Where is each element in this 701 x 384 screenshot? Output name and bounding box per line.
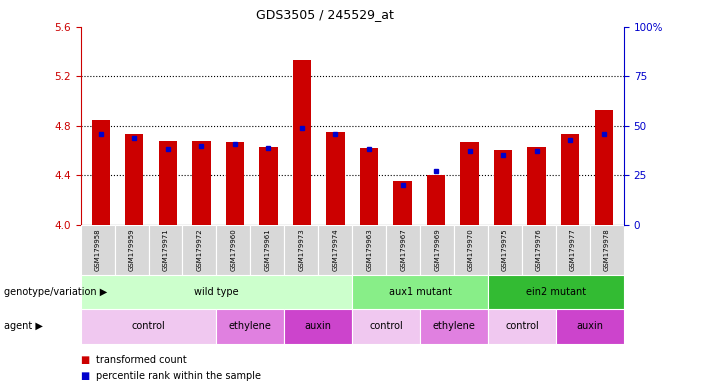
Text: auxin: auxin	[576, 321, 604, 331]
Text: GSM179958: GSM179958	[95, 228, 100, 271]
Bar	[182, 225, 217, 275]
Bar	[556, 309, 624, 344]
Bar	[494, 151, 512, 225]
Bar	[226, 142, 244, 225]
Bar	[420, 225, 454, 275]
Text: GSM179967: GSM179967	[400, 228, 406, 271]
Bar	[353, 225, 386, 275]
Bar	[488, 309, 556, 344]
Text: GSM179976: GSM179976	[536, 228, 542, 271]
Text: ■: ■	[81, 371, 93, 381]
Bar	[353, 275, 488, 309]
Text: genotype/variation ▶: genotype/variation ▶	[4, 287, 107, 297]
Text: agent ▶: agent ▶	[4, 321, 42, 331]
Text: GSM179974: GSM179974	[332, 228, 339, 271]
Text: transformed count: transformed count	[96, 355, 186, 365]
Text: control: control	[505, 321, 539, 331]
Bar	[125, 134, 144, 225]
Bar	[454, 225, 488, 275]
Text: control: control	[369, 321, 403, 331]
Text: ethylene: ethylene	[229, 321, 272, 331]
Bar	[420, 309, 488, 344]
Bar	[561, 134, 580, 225]
Bar	[293, 60, 311, 225]
Bar	[386, 225, 420, 275]
Bar	[259, 147, 278, 225]
Text: GDS3505 / 245529_at: GDS3505 / 245529_at	[256, 8, 394, 21]
Text: GSM179960: GSM179960	[231, 228, 236, 271]
Bar	[81, 275, 353, 309]
Bar	[149, 225, 182, 275]
Text: GSM179970: GSM179970	[468, 228, 474, 271]
Bar	[360, 148, 379, 225]
Bar	[326, 132, 345, 225]
Text: GSM179973: GSM179973	[299, 228, 304, 271]
Text: GSM179978: GSM179978	[604, 228, 610, 271]
Bar	[192, 141, 210, 225]
Bar	[594, 110, 613, 225]
Bar	[590, 225, 624, 275]
Bar	[158, 141, 177, 225]
Text: aux1 mutant: aux1 mutant	[388, 287, 451, 297]
Bar	[114, 225, 149, 275]
Bar	[81, 225, 114, 275]
Bar	[285, 225, 318, 275]
Text: ein2 mutant: ein2 mutant	[526, 287, 586, 297]
Text: GSM179972: GSM179972	[196, 228, 203, 271]
Text: GSM179975: GSM179975	[502, 228, 508, 271]
Text: wild type: wild type	[194, 287, 239, 297]
Bar	[488, 275, 624, 309]
Bar	[318, 225, 352, 275]
Bar	[353, 309, 420, 344]
Bar	[427, 175, 445, 225]
Text: ethylene: ethylene	[433, 321, 475, 331]
Bar	[92, 119, 110, 225]
Bar	[556, 225, 590, 275]
Text: GSM179959: GSM179959	[128, 228, 135, 271]
Bar	[488, 225, 522, 275]
Text: GSM179977: GSM179977	[570, 228, 576, 271]
Bar	[285, 309, 353, 344]
Bar	[217, 225, 250, 275]
Bar	[217, 309, 285, 344]
Text: auxin: auxin	[305, 321, 332, 331]
Bar	[81, 309, 217, 344]
Bar	[393, 181, 411, 225]
Bar	[527, 147, 546, 225]
Text: percentile rank within the sample: percentile rank within the sample	[96, 371, 261, 381]
Text: ■: ■	[81, 355, 93, 365]
Text: control: control	[132, 321, 165, 331]
Bar	[522, 225, 556, 275]
Bar	[461, 142, 479, 225]
Text: GSM179969: GSM179969	[434, 228, 440, 271]
Text: GSM179961: GSM179961	[264, 228, 271, 271]
Text: GSM179963: GSM179963	[366, 228, 372, 271]
Text: GSM179971: GSM179971	[163, 228, 168, 271]
Bar	[250, 225, 285, 275]
